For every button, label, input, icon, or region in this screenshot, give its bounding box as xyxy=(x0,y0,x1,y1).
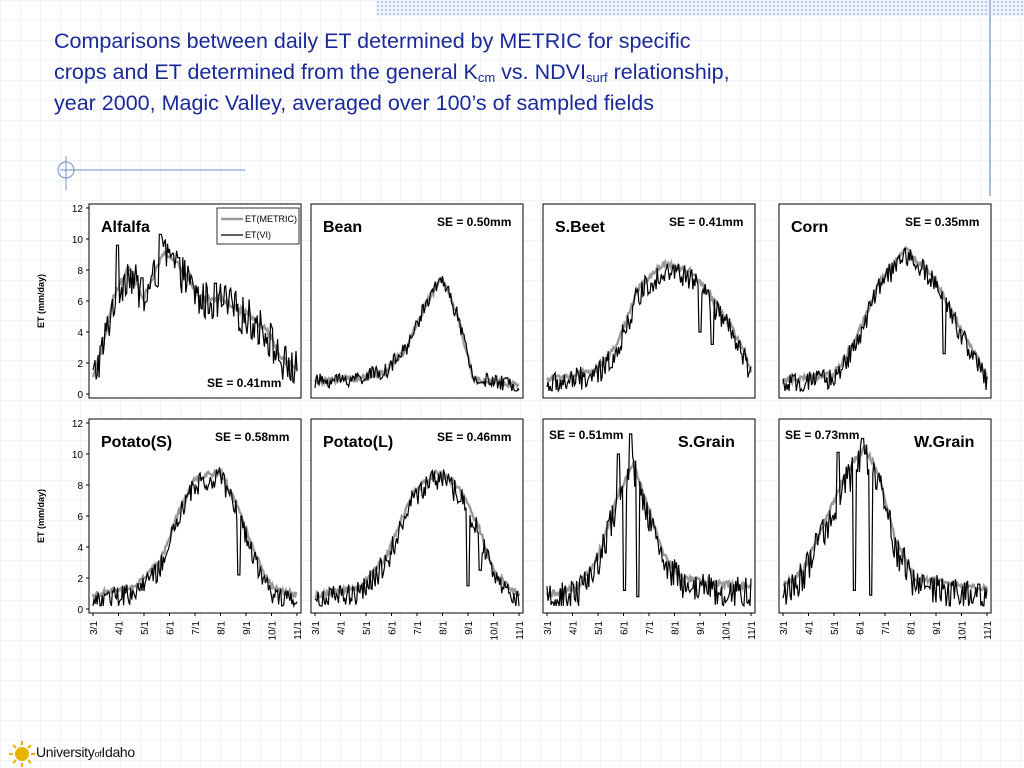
top-dotted-band xyxy=(376,0,1024,16)
series-et-vi-alfalfa xyxy=(92,233,298,384)
x-tick-label: 5/1 xyxy=(140,621,151,635)
title-subscript-cm: cm xyxy=(477,70,496,85)
y-tick-label: 2 xyxy=(77,574,83,585)
x-tick-label: 8/1 xyxy=(671,621,682,635)
x-tick-label: 6/1 xyxy=(388,621,399,635)
x-tick-label: 11/1 xyxy=(515,621,526,640)
x-tick-label: 5/1 xyxy=(830,621,841,635)
logo-word-university: University xyxy=(36,744,95,760)
crop-label-corn: Corn xyxy=(791,219,828,236)
x-tick-label: 8/1 xyxy=(217,621,228,635)
series-et-vi-potato-s xyxy=(92,467,298,609)
series-et-vi-bean xyxy=(314,276,520,392)
y-tick-label: 8 xyxy=(77,266,83,277)
se-label-s-beet: SE = 0.41mm xyxy=(669,215,743,229)
crop-label-w-grain: W.Grain xyxy=(914,434,974,451)
x-tick-label: 8/1 xyxy=(907,621,918,635)
y-tick-label: 0 xyxy=(77,390,83,401)
y-axis-label: ET (mm/day) xyxy=(36,274,46,328)
se-label-corn: SE = 0.35mm xyxy=(905,215,979,229)
x-tick-label: 11/1 xyxy=(983,621,994,640)
x-tick-label: 3/1 xyxy=(779,621,790,635)
title-subscript-surf: surf xyxy=(586,70,608,85)
y-tick-label: 10 xyxy=(72,235,84,246)
x-tick-label: 7/1 xyxy=(191,621,202,635)
y-tick-label: 12 xyxy=(72,419,84,430)
x-tick-label: 10/1 xyxy=(958,621,969,641)
crop-label-potato-l: Potato(L) xyxy=(323,434,393,451)
crosshair-decoration xyxy=(57,156,245,190)
crop-label-alfalfa: Alfalfa xyxy=(101,219,150,236)
se-label-potato-s: SE = 0.58mm xyxy=(215,430,289,444)
y-tick-label: 2 xyxy=(77,359,83,370)
y-tick-label: 4 xyxy=(77,543,83,554)
series-et-vi-s-grain xyxy=(546,433,752,608)
series-et-vi-corn xyxy=(782,247,988,393)
series-et-vi-potato-l xyxy=(314,468,520,607)
y-tick-label: 8 xyxy=(77,481,83,492)
x-tick-label: 7/1 xyxy=(881,621,892,635)
y-tick-label: 4 xyxy=(77,328,83,339)
x-tick-label: 3/1 xyxy=(543,621,554,635)
university-logo xyxy=(9,741,35,767)
title-text-2: vs. NDVI xyxy=(495,60,586,84)
x-tick-label: 11/1 xyxy=(293,621,304,640)
x-tick-label: 9/1 xyxy=(932,621,943,635)
series-et-vi-w-grain xyxy=(782,437,988,607)
se-label-w-grain: SE = 0.73mm xyxy=(785,428,859,442)
x-tick-label: 4/1 xyxy=(805,621,816,635)
x-tick-label: 3/1 xyxy=(311,621,322,635)
crop-et-chart: Alfalfa SE = 0.41mm ET(METRIC) ET(VI) 0 2 4 6 8 1… xyxy=(36,203,994,641)
y-axis-label: ET (mm/day) xyxy=(36,489,46,543)
panel-frame-corn xyxy=(778,203,992,399)
x-tick-label: 9/1 xyxy=(696,621,707,635)
y-tick-label: 12 xyxy=(72,204,84,215)
logo-wordmark: UniversityofIdaho xyxy=(36,744,135,760)
x-tick-label: 6/1 xyxy=(856,621,867,635)
x-tick-label: 6/1 xyxy=(166,621,177,635)
x-tick-label: 10/1 xyxy=(490,621,501,641)
crop-label-bean: Bean xyxy=(323,219,362,236)
x-tick-label: 7/1 xyxy=(413,621,424,635)
x-tick-label: 5/1 xyxy=(362,621,373,635)
legend-box xyxy=(216,207,300,245)
x-tick-label: 9/1 xyxy=(242,621,253,635)
x-tick-label: 6/1 xyxy=(620,621,631,635)
se-label-bean: SE = 0.50mm xyxy=(437,215,511,229)
x-tick-label: 5/1 xyxy=(594,621,605,635)
y-tick-label: 6 xyxy=(77,512,83,523)
y-tick-label: 6 xyxy=(77,297,83,308)
panel-frame-s-beet xyxy=(542,203,756,399)
crop-label-s-grain: S.Grain xyxy=(678,434,735,451)
crop-label-s-beet: S.Beet xyxy=(555,219,605,236)
x-tick-label: 4/1 xyxy=(115,621,126,635)
series-et-metric-bean xyxy=(313,276,520,389)
x-tick-label: 11/1 xyxy=(747,621,758,640)
y-tick-label: 10 xyxy=(72,450,84,461)
x-tick-label: 7/1 xyxy=(645,621,656,635)
legend-label-metric: ET(METRIC) xyxy=(245,214,297,224)
x-tick-label: 4/1 xyxy=(569,621,580,635)
x-tick-label: 3/1 xyxy=(89,621,100,635)
x-tick-label: 10/1 xyxy=(722,621,733,641)
decorative-vertical-line xyxy=(989,0,991,196)
slide-title: Comparisons between daily ET determined … xyxy=(54,26,744,119)
x-tick-label: 9/1 xyxy=(464,621,475,635)
logo-word-of: of xyxy=(94,749,102,759)
se-label-s-grain: SE = 0.51mm xyxy=(549,428,623,442)
crop-label-potato-s: Potato(S) xyxy=(101,434,172,451)
logo-word-idaho: Idaho xyxy=(101,744,135,760)
se-label-alfalfa: SE = 0.41mm xyxy=(207,376,281,390)
title-text-3: relationship, year 2000, Magic Valley, a… xyxy=(54,60,730,115)
y-tick-label: 0 xyxy=(77,605,83,616)
legend-label-vi: ET(VI) xyxy=(245,230,271,240)
x-tick-label: 8/1 xyxy=(439,621,450,635)
se-label-potato-l: SE = 0.46mm xyxy=(437,430,511,444)
title-text-1: Comparisons between daily ET determined … xyxy=(54,29,691,84)
x-tick-label: 10/1 xyxy=(268,621,279,641)
x-tick-label: 4/1 xyxy=(337,621,348,635)
panel-frame-bean xyxy=(310,203,524,399)
series-et-vi-s-beet xyxy=(546,263,752,393)
